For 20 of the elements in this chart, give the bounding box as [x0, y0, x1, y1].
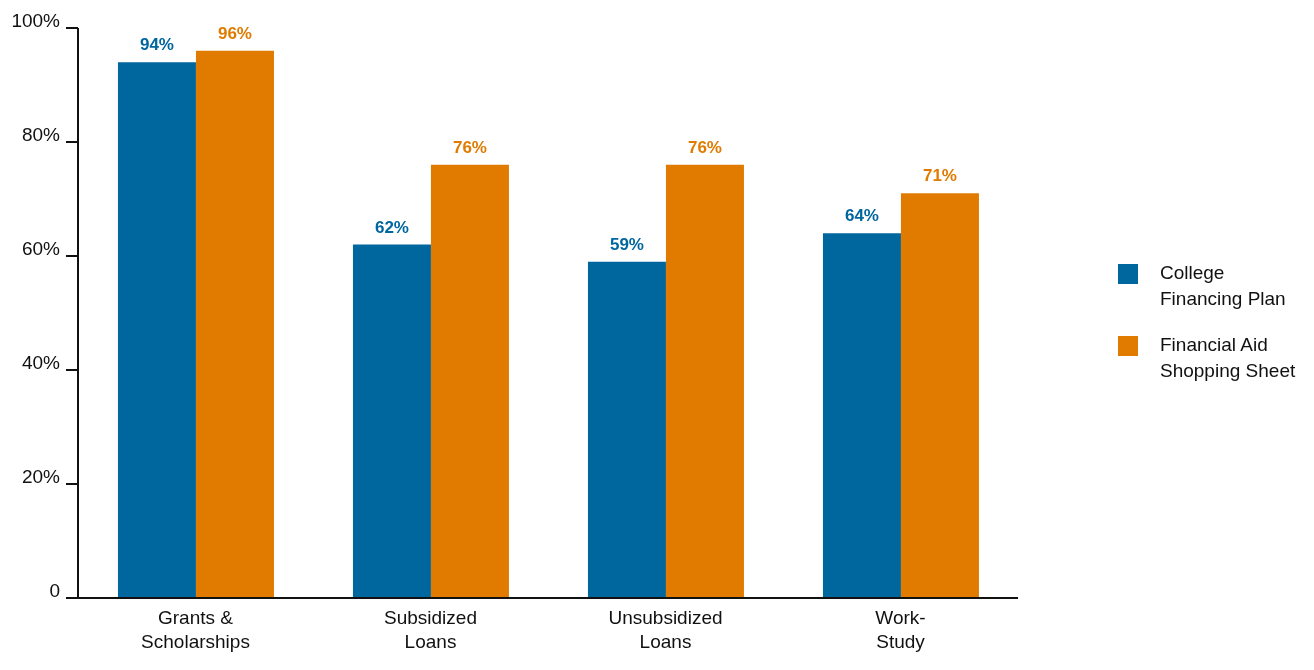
- y-tick-label: 60%: [21, 237, 61, 259]
- legend-label: College Financing Plan: [1160, 260, 1287, 311]
- data-label: 76%: [452, 137, 487, 157]
- y-tick-label: 100%: [11, 9, 61, 31]
- y-tick-label: 0: [49, 579, 60, 601]
- legend-label: Financial Aid Shopping Sheet: [1160, 332, 1297, 383]
- x-tick-label: Work-Study: [875, 607, 926, 652]
- x-tick-label: Subsidized Loans: [384, 607, 477, 652]
- data-label: 71%: [922, 166, 957, 186]
- x-tick-label: Grants & Scholarships: [141, 607, 250, 652]
- y-tick-label: 40%: [21, 351, 61, 373]
- data-label: 64%: [844, 206, 879, 226]
- data-label: 76%: [687, 137, 722, 157]
- y-tick-label: 20%: [21, 465, 61, 487]
- data-label: 62%: [374, 217, 409, 237]
- y-tick-label: 80%: [21, 123, 61, 145]
- data-label: 94%: [139, 35, 174, 55]
- x-tick-label: Unsubsidized Loans: [608, 607, 723, 652]
- data-label: 96%: [217, 23, 252, 43]
- data-label: 59%: [609, 234, 644, 254]
